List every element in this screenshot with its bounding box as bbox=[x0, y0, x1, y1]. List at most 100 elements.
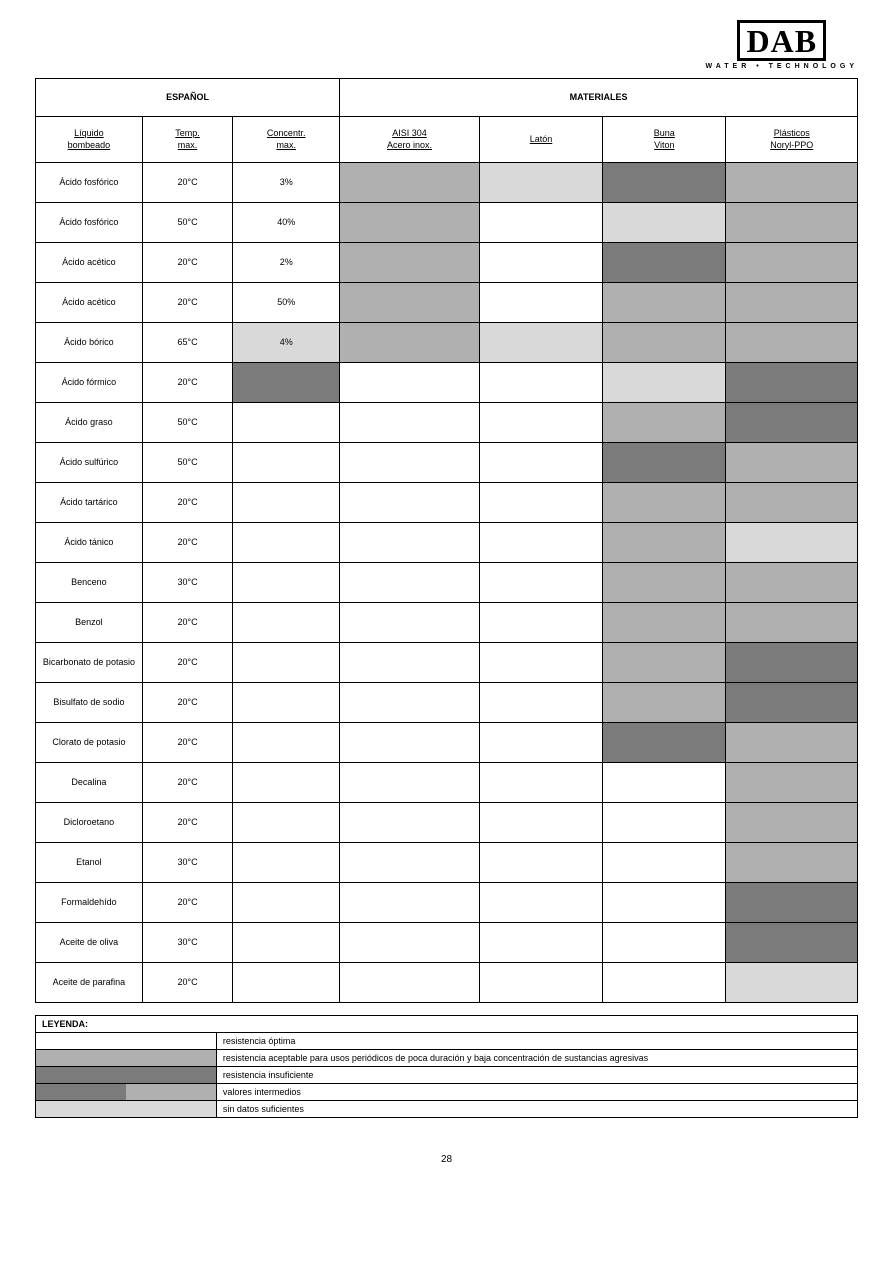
legend-swatch bbox=[36, 1067, 217, 1084]
logo-box: DAB bbox=[737, 20, 826, 61]
table-cell bbox=[340, 603, 480, 643]
table-cell bbox=[233, 683, 340, 723]
col-header: PlásticosNoryl-PPO bbox=[726, 117, 858, 163]
legend-row: resistencia insuficiente bbox=[36, 1067, 858, 1084]
table-top-header-row: ESPAÑOL MATERIALES bbox=[36, 79, 858, 117]
table-cell bbox=[479, 403, 602, 443]
table-cell bbox=[340, 443, 480, 483]
table-cell bbox=[233, 603, 340, 643]
table-cell: 20°C bbox=[142, 163, 232, 203]
table-cell bbox=[340, 923, 480, 963]
table-cell bbox=[233, 403, 340, 443]
table-cell bbox=[479, 283, 602, 323]
table-cell bbox=[726, 683, 858, 723]
table-cell bbox=[603, 803, 726, 843]
table-cell bbox=[233, 443, 340, 483]
table-cell bbox=[726, 363, 858, 403]
table-cell: 20°C bbox=[142, 723, 232, 763]
table-cell bbox=[340, 763, 480, 803]
chemical-name-cell: Ácido tartárico bbox=[36, 483, 143, 523]
table-cell: 30°C bbox=[142, 923, 232, 963]
table-cell bbox=[233, 883, 340, 923]
table-cell bbox=[479, 163, 602, 203]
table-cell bbox=[603, 683, 726, 723]
table-cell bbox=[340, 883, 480, 923]
table-row: Aceite de parafina20°C bbox=[36, 963, 858, 1003]
legend-row: resistencia aceptable para usos periódic… bbox=[36, 1050, 858, 1067]
table-column-header-row: Líquidobombeado Temp.max. Concentr.max. … bbox=[36, 117, 858, 163]
table-cell bbox=[603, 483, 726, 523]
table-cell bbox=[603, 723, 726, 763]
table-cell: 3% bbox=[233, 163, 340, 203]
table-cell bbox=[603, 283, 726, 323]
table-cell bbox=[479, 203, 602, 243]
table-cell bbox=[233, 803, 340, 843]
table-cell bbox=[726, 163, 858, 203]
chemical-name-cell: Ácido acético bbox=[36, 283, 143, 323]
col-header: Líquidobombeado bbox=[36, 117, 143, 163]
table-cell bbox=[726, 763, 858, 803]
table-cell bbox=[726, 883, 858, 923]
table-cell bbox=[233, 763, 340, 803]
table-cell bbox=[603, 843, 726, 883]
table-cell bbox=[726, 323, 858, 363]
legend-swatch bbox=[36, 1101, 217, 1118]
chemical-name-cell: Ácido graso bbox=[36, 403, 143, 443]
chemical-name-cell: Bicarbonato de potasio bbox=[36, 643, 143, 683]
header-logo-area: DAB WATER • TECHNOLOGY bbox=[35, 20, 858, 70]
table-cell bbox=[233, 643, 340, 683]
table-cell bbox=[603, 603, 726, 643]
page-number: 28 bbox=[35, 1154, 858, 1165]
col-header: Temp.max. bbox=[142, 117, 232, 163]
table-cell: 20°C bbox=[142, 483, 232, 523]
table-cell: 50°C bbox=[142, 403, 232, 443]
table-cell bbox=[479, 883, 602, 923]
table-cell bbox=[479, 443, 602, 483]
legend-label: resistencia insuficiente bbox=[216, 1067, 857, 1084]
table-cell bbox=[603, 643, 726, 683]
chemical-name-cell: Dicloroetano bbox=[36, 803, 143, 843]
table-cell bbox=[340, 643, 480, 683]
table-cell bbox=[726, 483, 858, 523]
table-cell bbox=[340, 683, 480, 723]
table-cell bbox=[603, 243, 726, 283]
col-header: Latón bbox=[479, 117, 602, 163]
table-row: Benzol20°C bbox=[36, 603, 858, 643]
logo-tagline: WATER • TECHNOLOGY bbox=[706, 63, 859, 70]
table-cell bbox=[233, 563, 340, 603]
chemical-name-cell: Ácido tánico bbox=[36, 523, 143, 563]
table-cell bbox=[233, 963, 340, 1003]
table-cell bbox=[603, 363, 726, 403]
table-cell bbox=[479, 723, 602, 763]
table-cell bbox=[726, 443, 858, 483]
table-cell bbox=[603, 563, 726, 603]
table-cell bbox=[603, 963, 726, 1003]
legend-label: sin datos suficientes bbox=[216, 1101, 857, 1118]
table-cell bbox=[603, 163, 726, 203]
table-cell bbox=[479, 643, 602, 683]
table-cell: 65°C bbox=[142, 323, 232, 363]
table-cell bbox=[726, 243, 858, 283]
top-header-lang: ESPAÑOL bbox=[36, 79, 340, 117]
chemical-name-cell: Aceite de oliva bbox=[36, 923, 143, 963]
table-cell bbox=[603, 403, 726, 443]
table-cell bbox=[233, 923, 340, 963]
table-cell bbox=[479, 843, 602, 883]
table-cell: 50% bbox=[233, 283, 340, 323]
table-cell: 20°C bbox=[142, 603, 232, 643]
legend-title: LEYENDA: bbox=[36, 1016, 858, 1033]
table-cell: 40% bbox=[233, 203, 340, 243]
table-cell bbox=[479, 803, 602, 843]
table-cell: 30°C bbox=[142, 843, 232, 883]
table-cell: 20°C bbox=[142, 763, 232, 803]
table-row: Ácido tartárico20°C bbox=[36, 483, 858, 523]
table-cell: 20°C bbox=[142, 683, 232, 723]
table-cell bbox=[726, 563, 858, 603]
chemical-name-cell: Ácido sulfúrico bbox=[36, 443, 143, 483]
table-cell bbox=[479, 603, 602, 643]
table-cell bbox=[340, 403, 480, 443]
table-cell bbox=[726, 523, 858, 563]
table-cell bbox=[603, 443, 726, 483]
table-cell bbox=[603, 923, 726, 963]
table-cell: 20°C bbox=[142, 963, 232, 1003]
